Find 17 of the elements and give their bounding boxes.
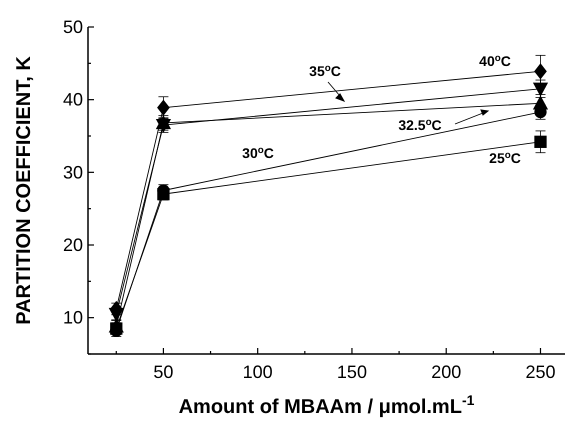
x-tick-label: 250 — [525, 362, 556, 382]
y-tick-label: 20 — [62, 235, 83, 255]
annotation: 35$^{o}$C — [309, 62, 341, 79]
y-tick-label: 40 — [62, 90, 83, 110]
y-tick-label: 50 — [62, 17, 83, 37]
x-axis-title: Amount of MBAAm / μmol.mL$^{-1}$ — [178, 392, 475, 418]
x-tick-label: 200 — [431, 362, 462, 382]
x-tick-label: 100 — [242, 362, 273, 382]
annotation: 25$^{o}$C — [489, 150, 521, 166]
y-tick-label: 30 — [62, 162, 83, 182]
annotation: 40$^{o}$C — [479, 52, 511, 69]
x-tick-label: 150 — [336, 362, 367, 382]
x-tick-label: 50 — [153, 362, 174, 382]
annotation: 32.5$^{o}$C — [398, 116, 442, 133]
y-axis-title: PARTITION COEFFICIENT, K — [13, 56, 35, 325]
annotation: 30$^{o}$C — [242, 144, 274, 161]
y-tick-label: 10 — [62, 308, 83, 328]
